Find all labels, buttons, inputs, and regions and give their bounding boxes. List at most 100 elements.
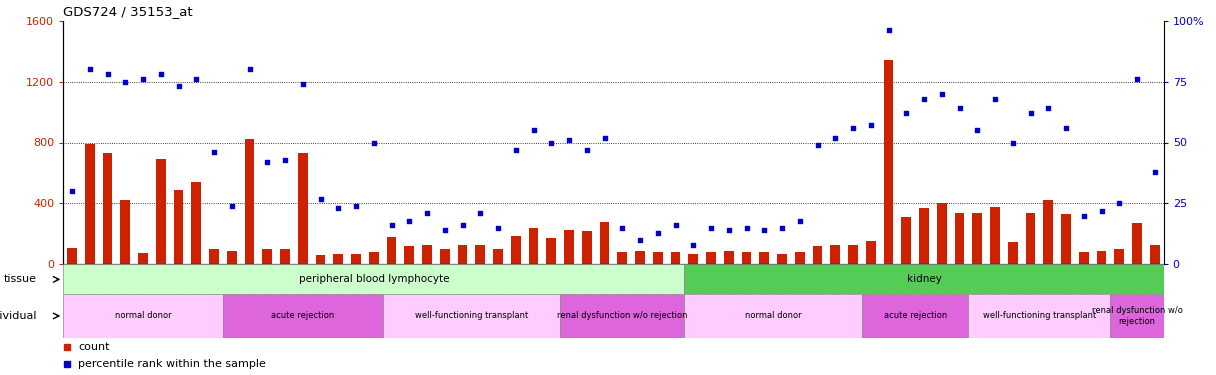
Point xyxy=(471,210,490,216)
Point xyxy=(328,206,348,212)
Text: percentile rank within the sample: percentile rank within the sample xyxy=(78,359,266,369)
Bar xyxy=(85,144,95,264)
Point xyxy=(80,66,100,72)
Bar xyxy=(546,238,556,264)
Point xyxy=(116,79,135,85)
Bar xyxy=(1150,244,1160,264)
Point xyxy=(1110,200,1130,206)
Point xyxy=(1038,105,1058,111)
Point xyxy=(400,217,420,223)
Bar xyxy=(1062,214,1071,264)
Bar xyxy=(1043,200,1053,264)
Bar xyxy=(561,294,685,338)
Bar xyxy=(191,182,201,264)
Text: kidney: kidney xyxy=(907,274,941,284)
Point xyxy=(204,149,224,155)
Bar xyxy=(1079,252,1088,264)
Bar xyxy=(529,228,539,264)
Bar xyxy=(1132,223,1142,264)
Bar xyxy=(174,190,184,264)
Point xyxy=(613,225,632,231)
Bar xyxy=(280,249,289,264)
Text: peripheral blood lymphocyte: peripheral blood lymphocyte xyxy=(299,274,449,284)
Point xyxy=(826,135,845,141)
Point xyxy=(1127,76,1147,82)
Bar xyxy=(688,254,698,264)
Point xyxy=(223,203,242,209)
Point xyxy=(541,140,561,146)
Bar xyxy=(368,252,378,264)
Bar xyxy=(866,241,876,264)
Bar xyxy=(849,244,858,264)
Bar xyxy=(812,246,822,264)
Point xyxy=(737,225,756,231)
Bar xyxy=(599,222,609,264)
Point xyxy=(347,203,366,209)
Text: normal donor: normal donor xyxy=(745,311,801,320)
Point xyxy=(97,71,117,77)
Bar xyxy=(685,294,862,338)
Point xyxy=(1057,125,1076,131)
Point xyxy=(702,225,721,231)
Point xyxy=(435,227,455,233)
Point xyxy=(1074,213,1093,219)
Point xyxy=(364,140,383,146)
Point xyxy=(861,122,880,128)
Point xyxy=(382,222,401,228)
Point xyxy=(489,225,508,231)
Bar xyxy=(973,213,983,264)
Bar xyxy=(440,249,450,264)
Point xyxy=(807,142,827,148)
Bar xyxy=(582,231,592,264)
Bar xyxy=(298,153,308,264)
Bar xyxy=(63,264,685,294)
Point xyxy=(844,125,863,131)
Point xyxy=(755,227,775,233)
Bar xyxy=(1026,213,1036,264)
Bar xyxy=(244,140,254,264)
Text: individual: individual xyxy=(0,311,36,321)
Text: acute rejection: acute rejection xyxy=(271,311,334,320)
Point xyxy=(452,222,472,228)
Point xyxy=(1145,169,1165,175)
Point xyxy=(790,217,810,223)
Point xyxy=(169,84,188,90)
Point xyxy=(186,76,206,82)
Bar xyxy=(862,294,968,338)
Point xyxy=(293,81,313,87)
Point xyxy=(1092,208,1111,214)
Point xyxy=(648,230,668,236)
Text: GDS724 / 35153_at: GDS724 / 35153_at xyxy=(63,5,193,18)
Bar xyxy=(383,294,561,338)
Bar xyxy=(316,255,326,264)
Bar xyxy=(760,252,770,264)
Text: count: count xyxy=(78,342,109,352)
Bar xyxy=(139,253,148,264)
Text: tissue: tissue xyxy=(4,274,36,284)
Bar xyxy=(884,60,894,264)
Bar xyxy=(387,237,396,264)
Point xyxy=(240,66,259,72)
Text: acute rejection: acute rejection xyxy=(884,311,947,320)
Text: well-functioning transplant: well-functioning transplant xyxy=(415,311,528,320)
Point xyxy=(933,91,952,97)
Text: renal dysfunction w/o
rejection: renal dysfunction w/o rejection xyxy=(1092,306,1182,326)
Bar xyxy=(724,251,733,264)
Bar xyxy=(635,251,644,264)
Bar xyxy=(1114,249,1125,264)
Point xyxy=(772,225,792,231)
Point xyxy=(134,76,153,82)
Point xyxy=(968,128,987,134)
Bar xyxy=(405,246,415,264)
Bar xyxy=(1008,242,1018,264)
Bar xyxy=(102,153,113,264)
Point xyxy=(719,227,738,233)
Bar xyxy=(263,249,272,264)
Point xyxy=(1021,110,1041,116)
Bar xyxy=(223,294,383,338)
Point xyxy=(595,135,614,141)
Bar xyxy=(333,255,343,264)
Bar xyxy=(955,213,964,264)
Point xyxy=(666,222,686,228)
Bar xyxy=(422,244,432,264)
